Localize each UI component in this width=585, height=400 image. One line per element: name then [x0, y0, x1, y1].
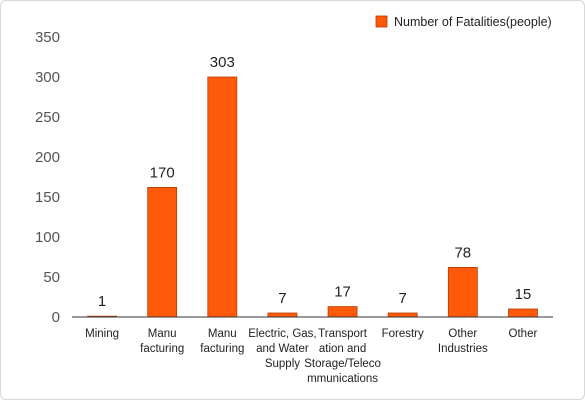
data-label: 7 — [399, 290, 407, 307]
y-tick-label: 250 — [35, 109, 60, 126]
bar — [327, 306, 358, 318]
legend-label: Number of Fatalities(people) — [394, 15, 552, 29]
legend-swatch — [375, 15, 388, 28]
x-tick-label: Mining — [85, 328, 119, 340]
x-tick-label: Other Industries — [438, 328, 488, 355]
data-label: 15 — [515, 286, 532, 303]
data-label: 1 — [98, 293, 106, 310]
data-label: 7 — [278, 290, 286, 307]
y-tick-label: 100 — [35, 229, 60, 246]
legend: Number of Fatalities(people) — [375, 15, 552, 29]
bar — [447, 266, 478, 318]
data-label: 303 — [210, 54, 235, 71]
y-tick-label: 350 — [35, 29, 60, 46]
x-tick-label: Other — [509, 328, 538, 340]
bar — [267, 312, 298, 318]
x-tick-label: Manu facturing — [200, 328, 244, 355]
y-tick-label: 50 — [43, 269, 60, 286]
bar — [147, 186, 178, 318]
x-tick-label: Forestry — [382, 328, 424, 340]
y-tick-label: 150 — [35, 189, 60, 206]
x-tick-label: Transport ation and Storage/Teleco mmunicat… — [304, 328, 381, 385]
x-tick-label: Manu facturing — [140, 328, 184, 355]
bar — [207, 76, 238, 318]
x-tick-label: Electric, Gas, and Water Supply — [248, 328, 316, 370]
data-label: 170 — [150, 164, 175, 181]
y-tick-label: 300 — [35, 69, 60, 86]
bar — [508, 308, 538, 318]
y-tick-label: 200 — [35, 149, 60, 166]
bars: 1 170 303 7 17 7 78 15 — [87, 54, 538, 318]
data-label: 78 — [454, 244, 471, 261]
y-tick-label: 0 — [52, 309, 60, 326]
y-axis: 0 50 100 150 200 250 300 350 — [35, 29, 60, 326]
bar — [387, 312, 418, 318]
data-label: 17 — [334, 284, 351, 301]
